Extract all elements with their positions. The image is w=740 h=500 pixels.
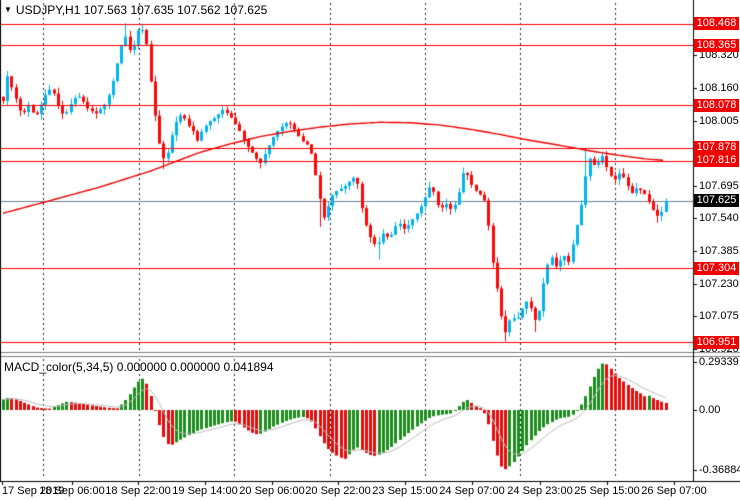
time-axis-label: 20 Sep 06:00 bbox=[239, 485, 305, 497]
price-tick-label: 107.385 bbox=[699, 245, 739, 258]
time-axis-label: 24 Sep 07:00 bbox=[439, 485, 505, 497]
time-axis-label: 25 Sep 15:00 bbox=[574, 485, 640, 497]
time-axis-label: 24 Sep 23:00 bbox=[507, 485, 573, 497]
price-level-badge: 107.816 bbox=[694, 154, 739, 168]
time-axis-label: 17 Sep 2019 bbox=[2, 485, 65, 497]
price-level-badge: 108.365 bbox=[694, 38, 739, 52]
time-axis-label: 18 Sep 22:00 bbox=[105, 485, 171, 497]
price-tick-label: 107.230 bbox=[699, 277, 739, 290]
time-axis-label: 26 Sep 07:00 bbox=[641, 485, 707, 497]
price-tick-label: 107.695 bbox=[699, 179, 739, 192]
current-price-badge: 107.625 bbox=[694, 194, 739, 208]
macd-indicator-label: MACD_color(5,34,5) 0.000000 0.000000 0.0… bbox=[4, 360, 274, 374]
price-level-badge: 108.078 bbox=[694, 99, 739, 112]
price-tick-label: 107.540 bbox=[699, 212, 739, 225]
price-level-badge: 107.878 bbox=[694, 141, 739, 154]
time-axis-label: 18 Sep 06:00 bbox=[39, 485, 105, 497]
price-tick-label: 108.005 bbox=[699, 114, 739, 127]
symbol-title: ▼ USDJPY,H1 107.563 107.635 107.562 107.6… bbox=[4, 3, 267, 17]
price-level-badge: 108.468 bbox=[694, 17, 739, 31]
price-level-badge: 106.951 bbox=[694, 335, 739, 349]
macd-tick-label: -0.368847 bbox=[699, 464, 740, 477]
time-axis-label: 20 Sep 22:00 bbox=[305, 485, 371, 497]
price-tick-label: 107.075 bbox=[699, 310, 739, 323]
macd-tick-label: 0.29339 bbox=[699, 356, 739, 369]
price-level-badge: 107.304 bbox=[694, 261, 739, 275]
time-axis-label: 23 Sep 15:00 bbox=[372, 485, 438, 497]
price-tick-label: 108.160 bbox=[699, 82, 739, 95]
macd-tick-label: 0.00 bbox=[699, 404, 721, 416]
time-axis-label: 19 Sep 14:00 bbox=[172, 485, 238, 497]
symbol-dropdown-icon[interactable]: ▼ bbox=[4, 5, 12, 14]
symbol-ohlc-text: USDJPY,H1 107.563 107.635 107.562 107.62… bbox=[15, 3, 268, 17]
